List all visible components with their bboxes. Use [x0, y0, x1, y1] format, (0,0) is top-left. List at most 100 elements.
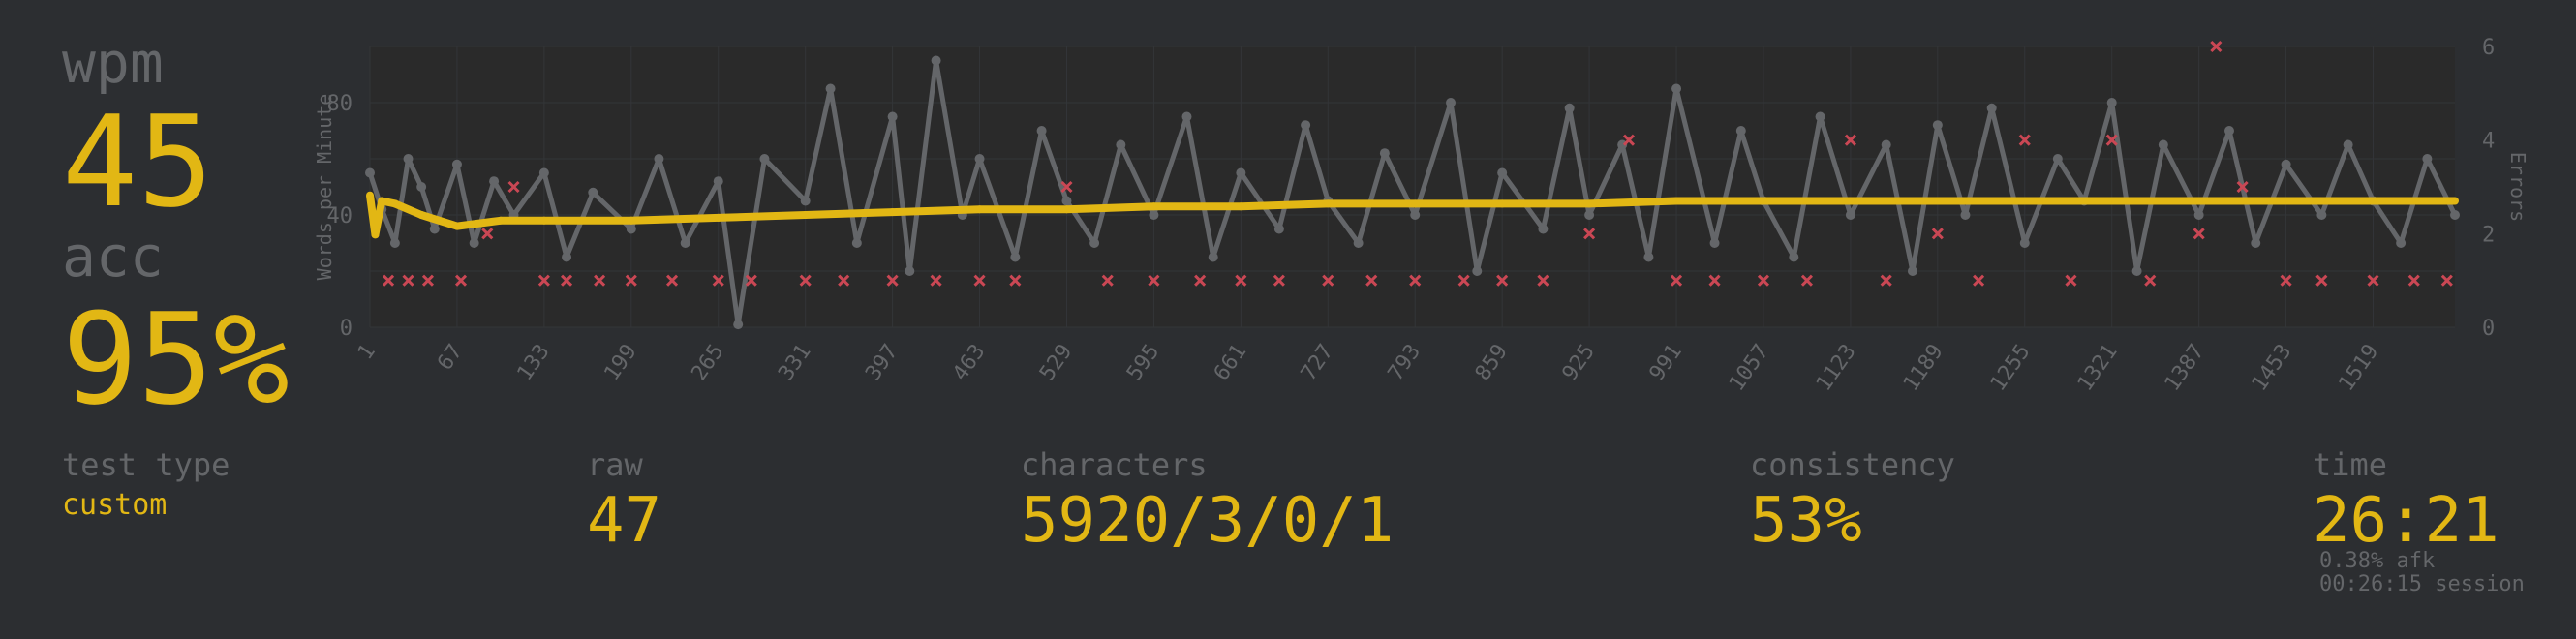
- wpm-point: [1150, 202, 1158, 211]
- wpm-point: [975, 205, 984, 214]
- wpm-point: [366, 191, 374, 199]
- error-marker: [2315, 274, 2328, 287]
- time-value: 26:21: [2313, 485, 2499, 557]
- error-marker: [799, 274, 812, 287]
- error-marker: [1973, 274, 1985, 287]
- raw-point: [2193, 210, 2204, 220]
- wpm-series-line: [366, 195, 2455, 239]
- error-marker: [2018, 134, 2031, 146]
- error-marker: [1273, 274, 1285, 287]
- raw-point: [1353, 238, 1364, 248]
- raw-point: [469, 238, 479, 248]
- wpm-point: [2020, 197, 2029, 205]
- test-type-label: test type: [62, 446, 230, 483]
- y-axis-title-left: Words per Minute: [313, 94, 336, 281]
- session-text: 00:26:15 session: [2319, 572, 2525, 596]
- x-tick-label: 265: [687, 340, 728, 385]
- raw-point: [1584, 210, 1595, 220]
- error-marker: [973, 274, 986, 287]
- error-marker: [481, 228, 494, 240]
- error-marker: [2407, 274, 2420, 287]
- wpm-point: [2107, 197, 2116, 205]
- raw-point: [1735, 126, 1746, 136]
- raw-point: [2396, 238, 2407, 248]
- x-tick-label: 1453: [2248, 340, 2297, 396]
- raw-point: [1273, 224, 1284, 234]
- consistency-value: 53%: [1750, 485, 1862, 557]
- raw-point: [1446, 98, 1457, 107]
- error-marker: [1880, 274, 1892, 287]
- x-tick-label: 529: [1035, 340, 1077, 385]
- raw-point: [626, 224, 636, 234]
- wpm-point: [888, 208, 897, 217]
- time-label: time: [2313, 446, 2388, 483]
- raw-point: [2343, 139, 2353, 150]
- error-marker: [1409, 274, 1422, 287]
- x-tick-label: 463: [948, 340, 990, 385]
- wpm-point: [714, 213, 722, 222]
- raw-point: [416, 182, 427, 192]
- x-tick-label: 67: [433, 340, 468, 375]
- raw-point: [1472, 266, 1483, 276]
- raw-point: [2422, 154, 2433, 164]
- raw-point: [2316, 210, 2327, 220]
- wpm-label: wpm: [62, 30, 164, 96]
- error-marker: [2065, 274, 2077, 287]
- raw-point: [887, 111, 898, 122]
- y-tick-label-right: 2: [2482, 223, 2495, 247]
- error-marker: [2236, 180, 2249, 194]
- wpm-point: [801, 211, 810, 219]
- error-marker: [560, 274, 573, 287]
- error-marker: [1496, 274, 1509, 287]
- x-tick-label: 859: [1471, 340, 1513, 385]
- wpm-chart: 0 40 80 0 2 4 6 Words per Minute Errors 1 67 133 199…: [310, 19, 2557, 426]
- error-marker: [745, 274, 757, 287]
- raw-point: [1643, 252, 1654, 262]
- raw-point: [1986, 103, 1997, 113]
- error-marker: [1009, 274, 1022, 287]
- raw-point: [538, 167, 549, 178]
- error-marker: [1101, 274, 1114, 287]
- wpm-point: [378, 197, 386, 205]
- raw-point: [1907, 266, 1917, 276]
- raw-point: [825, 83, 836, 94]
- x-tick-label: 727: [1297, 340, 1338, 385]
- raw-point: [733, 320, 744, 330]
- raw-point: [1538, 224, 1549, 234]
- error-marker: [1148, 274, 1160, 287]
- acc-value: 95%: [62, 286, 290, 433]
- raw-point: [1301, 120, 1311, 131]
- raw-point: [931, 55, 941, 66]
- x-tick-label: 331: [774, 340, 815, 385]
- error-marker: [1622, 134, 1636, 146]
- raw-point: [1208, 252, 1218, 262]
- raw-point: [1671, 83, 1682, 94]
- y-tick-label-left: 40: [327, 204, 353, 228]
- raw-point: [2019, 238, 2030, 248]
- wpm-point: [627, 216, 635, 225]
- characters-label: characters: [1021, 446, 1208, 483]
- x-tick-label: 1189: [1899, 340, 1948, 396]
- wpm-point: [1585, 199, 1594, 208]
- test-type-value: custom: [62, 488, 168, 522]
- wpm-point: [2194, 197, 2203, 205]
- raw-point: [2052, 154, 2063, 164]
- wpm-point: [1411, 199, 1420, 208]
- raw-point: [1564, 103, 1575, 113]
- wpm-point: [1933, 197, 1942, 205]
- error-marker: [1457, 274, 1470, 287]
- raw-point: [654, 154, 664, 164]
- consistency-label: consistency: [1750, 446, 1955, 483]
- raw-point: [2223, 126, 2234, 136]
- error-marker: [537, 274, 550, 287]
- error-marker: [383, 274, 395, 287]
- error-marker: [930, 274, 942, 287]
- afk-text: 0.38% afk: [2319, 549, 2436, 573]
- raw-point: [1036, 126, 1047, 136]
- x-tick-label: 991: [1645, 340, 1687, 385]
- error-marker: [2440, 274, 2453, 287]
- error-marker: [507, 180, 520, 194]
- raw-point: [1181, 111, 1192, 122]
- wpm-point: [371, 230, 380, 239]
